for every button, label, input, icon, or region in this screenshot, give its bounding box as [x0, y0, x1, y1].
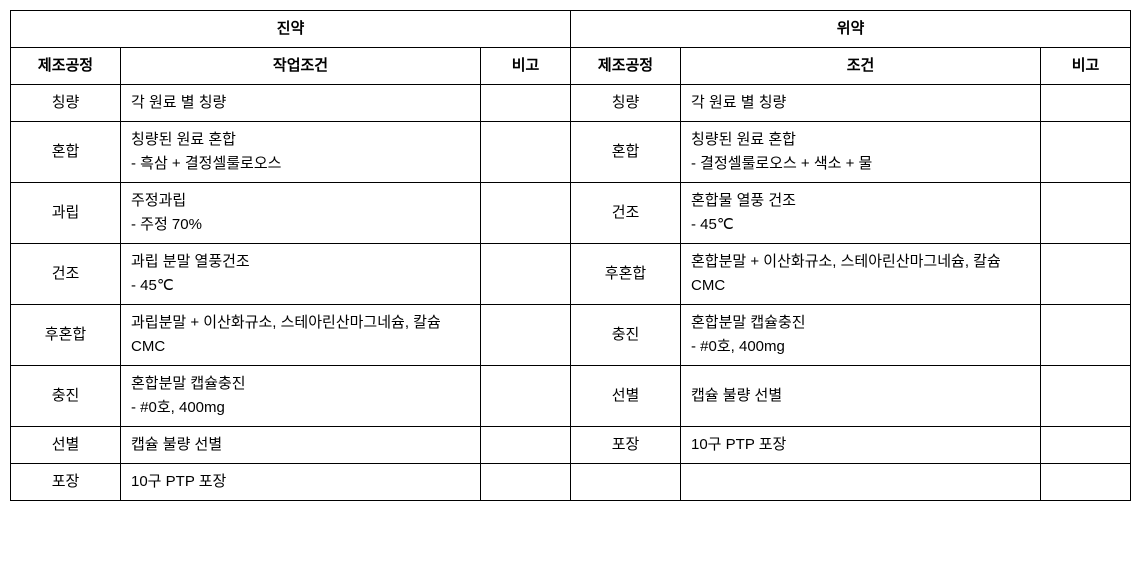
group-header-left: 진약	[11, 11, 571, 48]
cell-right-process: 건조	[571, 183, 681, 244]
cell-left-remark	[481, 122, 571, 183]
cell-right-process: 포장	[571, 427, 681, 464]
table-row: 선별 캡슐 불량 선별 포장 10구 PTP 포장	[11, 427, 1131, 464]
cell-right-remark	[1041, 366, 1131, 427]
cell-left-process: 선별	[11, 427, 121, 464]
col-header-right-condition: 조건	[681, 48, 1041, 85]
cell-right-remark	[1041, 122, 1131, 183]
cell-left-remark	[481, 244, 571, 305]
cell-left-process: 충진	[11, 366, 121, 427]
cell-right-condition: 각 원료 별 칭량	[681, 85, 1041, 122]
cell-left-remark	[481, 464, 571, 501]
cell-right-remark	[1041, 244, 1131, 305]
table-row: 충진 혼합분말 캡슐충진 - #0호, 400mg 선별 캡슐 불량 선별	[11, 366, 1131, 427]
cell-left-condition: 주정과립 - 주정 70%	[121, 183, 481, 244]
cell-right-condition: 칭량된 원료 혼합 - 결정셀룰로오스 + 색소 + 물	[681, 122, 1041, 183]
cell-right-condition: 혼합분말 + 이산화규소, 스테아린산마그네슘, 칼슘CMC	[681, 244, 1041, 305]
cell-left-condition: 혼합분말 캡슐충진 - #0호, 400mg	[121, 366, 481, 427]
cell-right-condition: 혼합물 열풍 건조 - 45℃	[681, 183, 1041, 244]
cell-left-condition: 칭량된 원료 혼합 - 흑삼 + 결정셀룰로오스	[121, 122, 481, 183]
col-header-left-process: 제조공정	[11, 48, 121, 85]
group-header-row: 진약 위약	[11, 11, 1131, 48]
cell-left-process: 후혼합	[11, 305, 121, 366]
cell-left-remark	[481, 85, 571, 122]
cell-right-condition: 혼합분말 캡슐충진 - #0호, 400mg	[681, 305, 1041, 366]
table-row: 칭량 각 원료 별 칭량 칭량 각 원료 별 칭량	[11, 85, 1131, 122]
table-row: 건조 과립 분말 열풍건조 - 45℃ 후혼합 혼합분말 + 이산화규소, 스테…	[11, 244, 1131, 305]
cell-right-remark	[1041, 183, 1131, 244]
cell-right-process: 혼합	[571, 122, 681, 183]
col-header-left-remark: 비고	[481, 48, 571, 85]
cell-right-condition: 캡슐 불량 선별	[681, 366, 1041, 427]
cell-left-condition: 과립분말 + 이산화규소, 스테아린산마그네슘, 칼슘CMC	[121, 305, 481, 366]
cell-left-process: 혼합	[11, 122, 121, 183]
cell-right-process: 선별	[571, 366, 681, 427]
table-row: 혼합 칭량된 원료 혼합 - 흑삼 + 결정셀룰로오스 혼합 칭량된 원료 혼합…	[11, 122, 1131, 183]
cell-left-condition: 과립 분말 열풍건조 - 45℃	[121, 244, 481, 305]
col-header-right-remark: 비고	[1041, 48, 1131, 85]
cell-right-remark	[1041, 305, 1131, 366]
cell-left-process: 건조	[11, 244, 121, 305]
cell-left-remark	[481, 427, 571, 464]
cell-left-remark	[481, 366, 571, 427]
group-header-right: 위약	[571, 11, 1131, 48]
cell-right-condition: 10구 PTP 포장	[681, 427, 1041, 464]
table-body: 칭량 각 원료 별 칭량 칭량 각 원료 별 칭량 혼합 칭량된 원료 혼합 -…	[11, 85, 1131, 501]
manufacturing-process-table: 진약 위약 제조공정 작업조건 비고 제조공정 조건 비고 칭량 각 원료 별 …	[10, 10, 1131, 501]
cell-left-condition: 각 원료 별 칭량	[121, 85, 481, 122]
cell-left-remark	[481, 305, 571, 366]
cell-left-process: 과립	[11, 183, 121, 244]
table-row: 과립 주정과립 - 주정 70% 건조 혼합물 열풍 건조 - 45℃	[11, 183, 1131, 244]
cell-right-remark	[1041, 464, 1131, 501]
cell-left-process: 포장	[11, 464, 121, 501]
cell-left-process: 칭량	[11, 85, 121, 122]
cell-right-process: 칭량	[571, 85, 681, 122]
col-header-right-process: 제조공정	[571, 48, 681, 85]
table-row: 후혼합 과립분말 + 이산화규소, 스테아린산마그네슘, 칼슘CMC 충진 혼합…	[11, 305, 1131, 366]
cell-right-process	[571, 464, 681, 501]
cell-right-process: 충진	[571, 305, 681, 366]
cell-left-condition: 캡슐 불량 선별	[121, 427, 481, 464]
cell-left-condition: 10구 PTP 포장	[121, 464, 481, 501]
cell-right-remark	[1041, 427, 1131, 464]
column-header-row: 제조공정 작업조건 비고 제조공정 조건 비고	[11, 48, 1131, 85]
cell-right-process: 후혼합	[571, 244, 681, 305]
col-header-left-condition: 작업조건	[121, 48, 481, 85]
cell-right-remark	[1041, 85, 1131, 122]
table-row: 포장 10구 PTP 포장	[11, 464, 1131, 501]
cell-left-remark	[481, 183, 571, 244]
cell-right-condition	[681, 464, 1041, 501]
